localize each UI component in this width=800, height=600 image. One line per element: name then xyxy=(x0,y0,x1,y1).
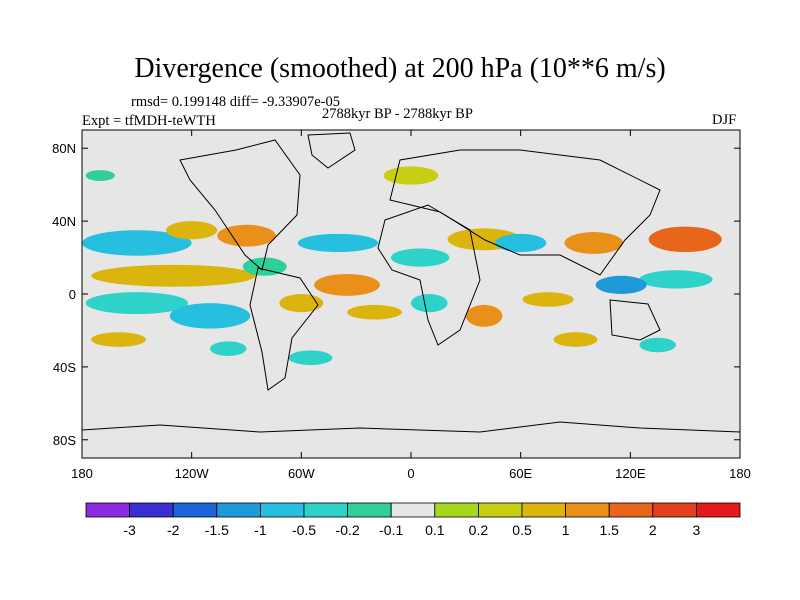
field-region-27 xyxy=(85,170,115,182)
colorbar-label-5: -0.2 xyxy=(336,522,360,538)
rmsd-diff-stats: rmsd= 0.199148 diff= -9.33907e-05 xyxy=(131,94,340,110)
x-tick-label-3: 0 xyxy=(407,466,414,481)
colorbar-label-10: 1 xyxy=(562,522,570,538)
colorbar-swatch-11 xyxy=(565,502,610,518)
field-region-21 xyxy=(209,341,247,356)
field-region-18 xyxy=(522,292,574,307)
field-region-19 xyxy=(465,304,503,327)
colorbar-label-13: 3 xyxy=(693,522,701,538)
y-tick-label-3: 40S xyxy=(53,360,76,375)
x-tick-label-0: 180 xyxy=(71,466,93,481)
field-region-24 xyxy=(639,337,677,353)
field-region-2 xyxy=(217,224,276,247)
y-tick-label-2: 0 xyxy=(69,287,76,302)
x-tick-label-6: 180 xyxy=(729,466,751,481)
field-region-26 xyxy=(383,166,439,185)
field-region-7 xyxy=(297,233,379,253)
season-label: DJF xyxy=(712,112,737,128)
field-region-14 xyxy=(564,232,624,254)
colorbar-swatch-14 xyxy=(696,502,741,518)
colorbar-swatch-12 xyxy=(608,502,654,518)
coastlines xyxy=(82,132,740,433)
colorbar-swatch-8 xyxy=(434,502,479,518)
field-region-4 xyxy=(85,292,189,315)
field-region-17 xyxy=(595,275,647,294)
colorbar-label-2: -1.5 xyxy=(205,522,229,538)
colorbar: -3 -2 -1.5 -1 -0.5 -0.2 -0.1 0.1 0.2 0.5 1 1.5 2 3 xyxy=(85,502,741,538)
colorbar-label-1: -2 xyxy=(167,522,180,538)
colorbar-swatch-13 xyxy=(652,502,697,518)
map-background xyxy=(82,130,740,458)
y-tick-label-0: 80N xyxy=(52,141,76,156)
field-region-13 xyxy=(495,233,547,253)
colorbar-label-4: -0.5 xyxy=(292,522,316,538)
colorbar-swatch-4 xyxy=(259,502,305,518)
colorbar-label-7: 0.1 xyxy=(425,522,445,538)
divergence-field xyxy=(82,166,722,366)
field-region-15 xyxy=(648,226,722,253)
colorbar-label-8: 0.2 xyxy=(469,522,489,538)
field-region-23 xyxy=(553,332,598,347)
period-label: 2788kyr BP - 2788kyr BP xyxy=(322,106,473,122)
x-tick-label-5: 120E xyxy=(615,466,646,481)
colorbar-swatch-1 xyxy=(129,502,174,518)
colorbar-swatch-5 xyxy=(303,502,348,518)
field-region-20 xyxy=(411,294,448,313)
x-tick-label-2: 60W xyxy=(288,466,315,481)
y-tick-label-4: 80S xyxy=(53,433,76,448)
y-axis: 80N 40N 0 40S 80S xyxy=(52,141,740,448)
colorbar-swatch-7 xyxy=(390,502,436,518)
colorbar-swatch-0 xyxy=(85,502,130,518)
colorbar-label-6: -0.1 xyxy=(379,522,403,538)
field-region-3 xyxy=(91,264,256,287)
colorbar-swatch-3 xyxy=(216,502,261,518)
chart-title: Divergence (smoothed) at 200 hPa (10**6 … xyxy=(134,53,666,84)
colorbar-swatch-2 xyxy=(172,502,218,518)
field-region-5 xyxy=(169,303,251,329)
field-region-0 xyxy=(82,230,192,256)
colorbar-label-3: -1 xyxy=(254,522,267,538)
field-region-9 xyxy=(279,294,324,313)
x-tick-label-4: 60E xyxy=(509,466,532,481)
field-region-11 xyxy=(390,248,450,267)
field-region-10 xyxy=(347,304,402,320)
colorbar-label-0: -3 xyxy=(123,522,136,538)
x-axis: 180 120W 60W 0 60E 120E 180 xyxy=(71,130,751,481)
colorbar-swatch-6 xyxy=(347,502,392,518)
colorbar-label-9: 0.5 xyxy=(512,522,532,538)
field-region-8 xyxy=(314,273,380,296)
y-tick-label-1: 40N xyxy=(52,214,76,229)
experiment-label: Expt = tfMDH-teWTH xyxy=(82,113,216,129)
colorbar-label-11: 1.5 xyxy=(599,522,619,538)
colorbar-swatch-10 xyxy=(521,502,566,518)
field-region-1 xyxy=(166,221,218,240)
colorbar-label-12: 2 xyxy=(649,522,657,538)
field-region-22 xyxy=(288,350,333,366)
colorbar-swatch-9 xyxy=(477,502,523,518)
x-tick-label-1: 120W xyxy=(175,466,210,481)
field-region-25 xyxy=(91,332,146,347)
field-region-16 xyxy=(639,270,713,289)
